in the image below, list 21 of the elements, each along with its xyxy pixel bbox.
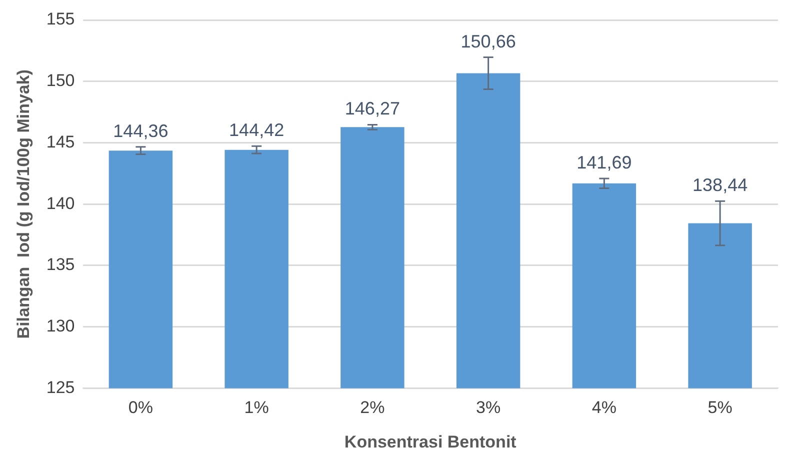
y-tick-label: 150 — [46, 71, 75, 90]
y-tick-label: 135 — [46, 255, 75, 274]
x-axis-title: Konsentrasi Bentonit — [344, 432, 517, 452]
x-tick-label: 0% — [128, 398, 153, 418]
x-tick-label: 1% — [244, 398, 269, 418]
x-tick-label: 3% — [476, 398, 501, 418]
data-label: 144,42 — [229, 120, 284, 140]
y-tick-label: 125 — [46, 378, 75, 397]
data-label: 146,27 — [344, 98, 400, 119]
y-tick-label: 145 — [46, 132, 75, 152]
x-tick-label: 4% — [592, 398, 616, 418]
y-tick-label: 130 — [46, 316, 75, 336]
data-label: 150,66 — [460, 31, 516, 52]
data-label: 144,36 — [113, 120, 168, 141]
y-tick-label: 155 — [46, 10, 75, 29]
y-tick-label: 140 — [46, 194, 75, 213]
data-label: 141,69 — [576, 152, 632, 172]
y-axis-title: Bilangan Iod (g Iod/100g Minyak) — [14, 70, 33, 339]
x-tick-label: 2% — [360, 398, 385, 418]
x-tick-label: 5% — [708, 398, 732, 418]
data-label: 138,44 — [692, 175, 748, 196]
